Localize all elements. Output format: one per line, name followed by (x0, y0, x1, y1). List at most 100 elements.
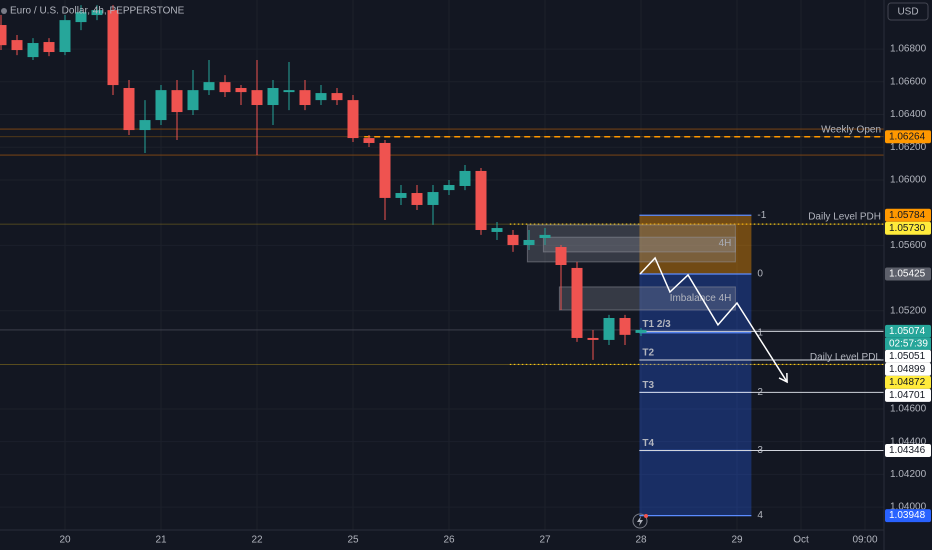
price-tag-label: 1.04346 (889, 445, 926, 456)
candle-body (555, 247, 567, 265)
projection-path (639, 256, 788, 383)
price-tag-label: 1.05730 (889, 223, 926, 234)
projection-arrowhead (778, 372, 788, 384)
candle-body (619, 318, 631, 335)
target-label: T3 (642, 380, 654, 391)
fib-band-lower (639, 273, 752, 516)
candle-body (443, 185, 455, 191)
zone-label: Imbalance 4H (670, 293, 732, 304)
target-label: T2 (642, 348, 654, 359)
candle-body (187, 90, 199, 111)
level-label: Daily Level PDL (810, 352, 882, 363)
price-tag (885, 444, 931, 457)
x-tick-label: 25 (347, 535, 359, 546)
candle-body (459, 170, 471, 186)
candle-body (203, 82, 215, 91)
candle-body (171, 90, 183, 113)
candle-body (235, 88, 247, 93)
countdown-tag (885, 337, 931, 350)
candle-body (603, 318, 615, 340)
y-tick-label: 1.05600 (890, 240, 927, 251)
x-tick-label: 20 (59, 535, 71, 546)
grid (0, 128, 884, 331)
candle-body (587, 337, 599, 340)
candle-body (427, 192, 439, 205)
y-tick-label: 1.06200 (890, 142, 927, 153)
candle-body (539, 234, 551, 239)
price-tag (885, 130, 931, 144)
fib-ratio: 0 (757, 269, 763, 280)
candle-body (363, 138, 375, 143)
candle-body (251, 90, 263, 106)
price-tag (885, 388, 931, 402)
price-tag-label: 1.04899 (889, 364, 926, 375)
y-tick-label: 1.06800 (890, 44, 927, 55)
candle-body (395, 193, 407, 198)
price-tag-label: 1.04872 (889, 377, 926, 388)
y-tick-label: 1.04400 (890, 436, 927, 447)
candle-body (347, 100, 359, 139)
candles (0, 5, 647, 360)
countdown: 02:57:39 (889, 339, 928, 350)
x-tick-label: Oct (793, 535, 809, 546)
candle-body (27, 43, 39, 58)
candle-body (411, 193, 423, 205)
candle-body (507, 234, 519, 246)
currency-box[interactable] (887, 2, 929, 21)
status-dot (1, 8, 7, 14)
axes: 1.06800 1.06600 1.06400 1.06200 1.06000 1.056… (59, 44, 931, 546)
candle-body (299, 90, 311, 106)
candle-body (523, 239, 535, 246)
price-tag (885, 362, 931, 376)
chart-title: Euro / U.S. Dollar, 4h, PEPPERSTONE (10, 6, 185, 17)
candle-body (635, 329, 647, 333)
price-tag-label: 1.06264 (889, 131, 926, 142)
alert-icon[interactable] (632, 513, 648, 529)
candle-body (123, 88, 135, 131)
candle-body (267, 88, 279, 106)
level-label: Daily Level PDH (808, 212, 881, 223)
price-tag (885, 375, 931, 389)
target-label: T4 (642, 438, 654, 449)
price-tag (885, 267, 931, 281)
candle-body (75, 12, 87, 23)
price-tag-label: 1.03948 (889, 510, 926, 521)
candle-body (571, 267, 583, 338)
price-tag-label: 1.05051 (889, 351, 926, 362)
price-tag (885, 349, 931, 363)
candle-body (59, 20, 71, 53)
candle-body (139, 120, 151, 131)
candle-body (91, 10, 103, 16)
price-tag (885, 221, 931, 235)
zone-label: 4H (719, 238, 732, 249)
candle-body (219, 82, 231, 93)
price-tag (885, 509, 931, 523)
y-tick-label: 1.06600 (890, 76, 927, 87)
target-label: T1 2/3 (642, 319, 671, 330)
candle-body (11, 40, 23, 51)
y-tick-label: 1.04000 (890, 502, 927, 513)
candle-body (107, 10, 119, 86)
fib-ratio: 1 (757, 327, 763, 338)
candle-body (315, 93, 327, 101)
zone (558, 286, 736, 311)
candle-body (331, 93, 343, 101)
candle-body (0, 25, 7, 46)
price-tag-label: 1.05074 (889, 326, 926, 337)
candle-body (379, 142, 391, 198)
x-tick-label: 28 (635, 535, 647, 546)
x-tick-label: 27 (539, 535, 551, 546)
level-label: Weekly Open (821, 124, 881, 135)
candle-body (491, 228, 503, 232)
candle-body (475, 170, 487, 230)
y-tick-label: 1.04200 (890, 469, 927, 480)
price-tag-label: 1.05425 (889, 269, 926, 280)
currency: USD (897, 7, 918, 18)
price-tag-label: 1.04701 (889, 390, 926, 401)
y-tick-label: 1.06000 (890, 175, 927, 186)
price-tag-label: 1.05784 (889, 210, 926, 221)
x-tick-label: 09:00 (852, 535, 877, 546)
candle-body (155, 90, 167, 121)
